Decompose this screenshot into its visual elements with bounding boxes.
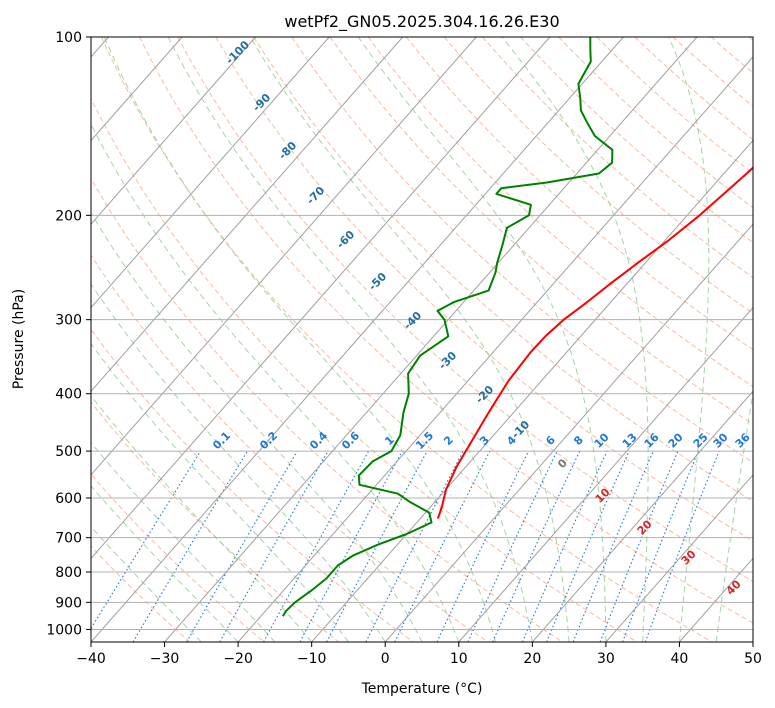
dry-adiabat [91, 401, 340, 642]
mixing-ratio-line [91, 450, 202, 630]
moist-adiabats [91, 37, 753, 642]
y-tick-label: 900 [55, 595, 82, 611]
x-tick-label: 0 [381, 651, 390, 667]
mixing-ratio-line [326, 450, 428, 642]
mixing-ratio-line [365, 450, 464, 642]
dry-adiabat [91, 254, 489, 642]
dry-adiabat [405, 37, 753, 351]
moist-adiabat [103, 37, 497, 642]
dewpoint-profile [281, 37, 614, 617]
temperature-profile [436, 166, 753, 519]
x-tick-label: −30 [150, 651, 180, 667]
dry-adiabat [215, 37, 753, 542]
moist-adiabat [91, 485, 239, 642]
dry-adiabat [253, 37, 753, 502]
dry-adiabat [91, 328, 414, 642]
x-tick-label: 40 [671, 651, 689, 667]
isotherm [91, 37, 551, 560]
moist-adiabat [249, 37, 570, 642]
profile-series [281, 37, 753, 617]
isotherm [91, 37, 477, 476]
mixing-ratio-line [572, 450, 654, 642]
isotherm [237, 56, 753, 642]
dry-adiabat [177, 37, 753, 583]
dry-adiabat [329, 37, 753, 425]
moist-adiabat [91, 441, 276, 642]
x-tick-label: −40 [76, 651, 106, 667]
isotherm [531, 390, 753, 642]
isotherm [91, 37, 330, 309]
dry-adiabat [91, 473, 265, 642]
isotherm [91, 37, 256, 225]
y-tick-label: 600 [55, 491, 82, 507]
isotherms [91, 37, 753, 642]
x-tick-label: 10 [450, 651, 468, 667]
moist-adiabat [668, 37, 710, 642]
y-tick-label: 800 [55, 565, 82, 581]
x-tick-label: 20 [523, 651, 541, 667]
y-tick-label: 200 [55, 208, 82, 224]
moist-adiabat [167, 37, 533, 642]
dry-adiabat [139, 37, 753, 624]
x-axis-label: Temperature (°C) [361, 681, 483, 697]
mixing-ratio-lines [91, 450, 720, 642]
dry-adiabat [367, 37, 753, 388]
x-tick-label: 30 [597, 651, 615, 667]
dry-adiabat [101, 37, 713, 642]
isotherm [91, 37, 183, 142]
x-tick-label: −20 [223, 651, 253, 667]
y-tick-label: 300 [55, 313, 82, 329]
dry-adiabats [91, 37, 753, 642]
y-tick-label: 700 [55, 531, 82, 547]
mixing-ratio-line [599, 450, 679, 642]
isotherm [164, 37, 698, 642]
moist-adiabat [91, 342, 349, 642]
isotherm [458, 306, 753, 642]
mixing-ratio-line [546, 450, 630, 642]
y-axis-ticks: 100 200 300 400 500 600 700 800 900 1000 [46, 30, 91, 638]
x-axis-ticks: −40 −30 −20 −10 0 10 20 30 40 50 [76, 642, 762, 667]
y-tick-label: 400 [55, 387, 82, 403]
moist-adiabat [501, 37, 649, 642]
plot-frame [90, 36, 754, 643]
isotherm [384, 223, 753, 642]
dry-adiabat [482, 37, 753, 279]
mixing-ratio-line [622, 450, 700, 642]
moist-adiabat [91, 283, 386, 642]
dry-adiabat [558, 37, 753, 209]
mixing-ratio-line [644, 450, 720, 642]
dry-adiabat [91, 97, 638, 642]
x-tick-label: 50 [744, 651, 762, 667]
moist-adiabat [91, 211, 423, 642]
pressure-gridlines [91, 37, 753, 630]
moist-adiabat [715, 389, 753, 642]
isotherm [605, 474, 753, 642]
isotherm [91, 37, 624, 642]
y-tick-label: 100 [55, 30, 82, 46]
isotherm [91, 37, 404, 392]
mixing-ratio-line [219, 450, 329, 642]
y-tick-label: 1000 [46, 622, 82, 638]
y-axis-label: Pressure (hPa) [11, 289, 27, 389]
mixing-ratio-line [394, 450, 491, 642]
dry-adiabat [444, 37, 753, 314]
mixing-ratio-line [521, 450, 608, 642]
dry-adiabat [634, 37, 753, 141]
moist-adiabat [357, 37, 607, 642]
dry-adiabat [91, 177, 563, 642]
isotherm [311, 139, 753, 642]
mixing-ratio-line [263, 450, 370, 642]
y-tick-label: 500 [55, 444, 82, 460]
x-tick-label: −10 [297, 651, 327, 667]
chart-title: wetPf2_GN05.2025.304.16.26.E30 [284, 12, 559, 32]
